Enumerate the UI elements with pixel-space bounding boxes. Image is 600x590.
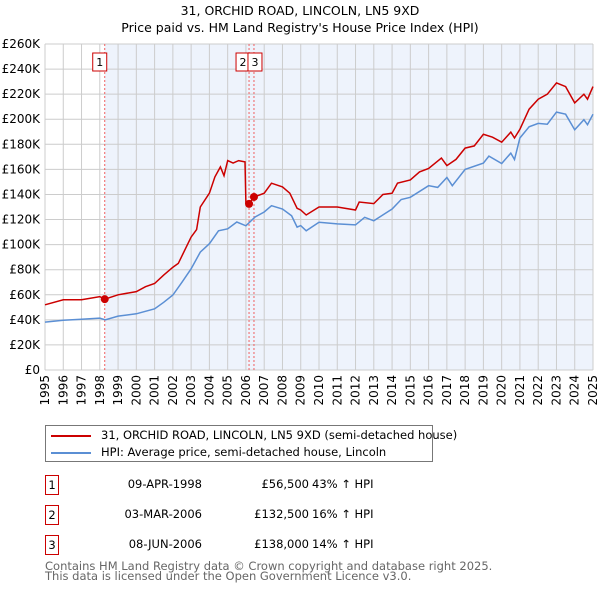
x-tick-label: 2001 <box>148 375 162 406</box>
table-row: 3 08-JUN-2006 £138,000 14% ↑ HPI <box>45 535 445 555</box>
x-tick-label: 1997 <box>75 375 89 406</box>
sale-date: 08-JUN-2006 <box>128 537 202 551</box>
sale-number-badge: 1 <box>45 475 59 495</box>
x-tick-label: 2007 <box>257 375 271 406</box>
sale-label: 3 <box>251 56 258 69</box>
sale-point <box>100 295 109 304</box>
legend-label: 31, ORCHID ROAD, LINCOLN, LN5 9XD (semi-… <box>101 428 458 442</box>
sale-label: 2 <box>240 56 247 69</box>
x-tick-label: 2010 <box>312 375 326 406</box>
y-tick-label: £80K <box>9 263 41 277</box>
y-tick-label: £220K <box>2 87 42 101</box>
y-tick-label: £60K <box>9 288 41 302</box>
x-tick-label: 2020 <box>495 375 509 406</box>
x-tick-label: 2011 <box>330 375 344 406</box>
sale-number-badge: 3 <box>45 535 59 555</box>
y-tick-label: £40K <box>9 313 41 327</box>
y-tick-label: £200K <box>2 112 42 126</box>
x-tick-label: 2024 <box>568 375 582 406</box>
y-tick-label: £20K <box>9 338 41 352</box>
chart-subtitle: Price paid vs. HM Land Registry's House … <box>121 20 479 35</box>
plot-area: £0 £20K £40K £60K £80K £100K £120K £140K £160K £1… <box>2 37 600 406</box>
x-tick-label: 1998 <box>93 375 107 406</box>
x-tick-label: 2006 <box>239 375 253 406</box>
series-line <box>44 111 594 323</box>
legend-swatch-hpi <box>51 452 91 454</box>
y-tick-label: £0 <box>25 363 40 377</box>
x-tick-label: 2019 <box>476 375 490 406</box>
ownership-shading <box>104 44 594 370</box>
y-tick-label: £120K <box>2 213 42 227</box>
sale-hpi-diff: 14% ↑ HPI <box>312 537 374 551</box>
x-tick-label: 2012 <box>349 375 363 406</box>
sale-date: 09-APR-1998 <box>127 477 202 491</box>
x-tick-label: 2014 <box>385 375 399 406</box>
sale-price: £56,500 <box>261 477 309 491</box>
y-tick-label: £240K <box>2 62 42 76</box>
x-tick-label: 2018 <box>458 375 472 406</box>
table-row: 1 09-APR-1998 £56,500 43% ↑ HPI <box>45 475 445 495</box>
legend-label: HPI: Average price, semi-detached house,… <box>101 445 387 459</box>
x-tick-label: 2004 <box>202 375 216 406</box>
series-line <box>44 81 594 306</box>
table-row: 2 03-MAR-2006 £132,500 16% ↑ HPI <box>45 505 445 525</box>
legend: 31, ORCHID ROAD, LINCOLN, LN5 9XD (semi-… <box>45 425 457 462</box>
sale-point <box>249 192 258 201</box>
footer-licence: This data is licensed under the Open Gov… <box>45 569 412 583</box>
footer-copyright: Contains HM Land Registry data © Crown c… <box>45 559 493 573</box>
x-tick-label: 2013 <box>367 375 381 406</box>
legend-swatch-property <box>51 435 91 437</box>
x-tick-label: 2015 <box>403 375 417 406</box>
x-tick-label: 2017 <box>440 375 454 406</box>
y-tick-label: £260K <box>2 37 42 51</box>
sale-number-badge: 2 <box>45 505 59 525</box>
sale-price: £138,000 <box>254 537 309 551</box>
y-tick-label: £160K <box>2 162 42 176</box>
x-tick-label: 1996 <box>56 375 70 406</box>
x-tick-label: 2009 <box>294 375 308 406</box>
sale-point <box>245 199 254 208</box>
sale-label-box <box>92 52 108 72</box>
x-tick-label: 2022 <box>531 375 545 406</box>
x-tick-label: 2000 <box>129 375 143 406</box>
sale-date: 03-MAR-2006 <box>124 507 202 521</box>
y-tick-label: £100K <box>2 238 42 252</box>
sale-label-box <box>247 52 263 72</box>
x-tick-label: 2003 <box>184 375 198 406</box>
y-tick-label: £140K <box>2 187 42 201</box>
x-tick-label: 1999 <box>111 375 125 406</box>
sale-hpi-diff: 43% ↑ HPI <box>312 477 374 491</box>
x-tick-label: 2023 <box>549 375 563 406</box>
x-tick-label: 2005 <box>221 375 235 406</box>
x-tick-label: 2016 <box>422 375 436 406</box>
x-tick-label: 2021 <box>513 375 527 406</box>
x-tick-label: 1995 <box>38 375 52 406</box>
y-tick-label: £180K <box>2 137 42 151</box>
x-tick-label: 2008 <box>275 375 289 406</box>
chart-title: 31, ORCHID ROAD, LINCOLN, LN5 9XD <box>180 3 420 18</box>
x-tick-label: 2002 <box>166 375 180 406</box>
x-tick-label: 2025 <box>586 375 600 406</box>
sale-label: 1 <box>96 56 103 69</box>
sale-price: £132,500 <box>254 507 309 521</box>
sale-hpi-diff: 16% ↑ HPI <box>312 507 374 521</box>
